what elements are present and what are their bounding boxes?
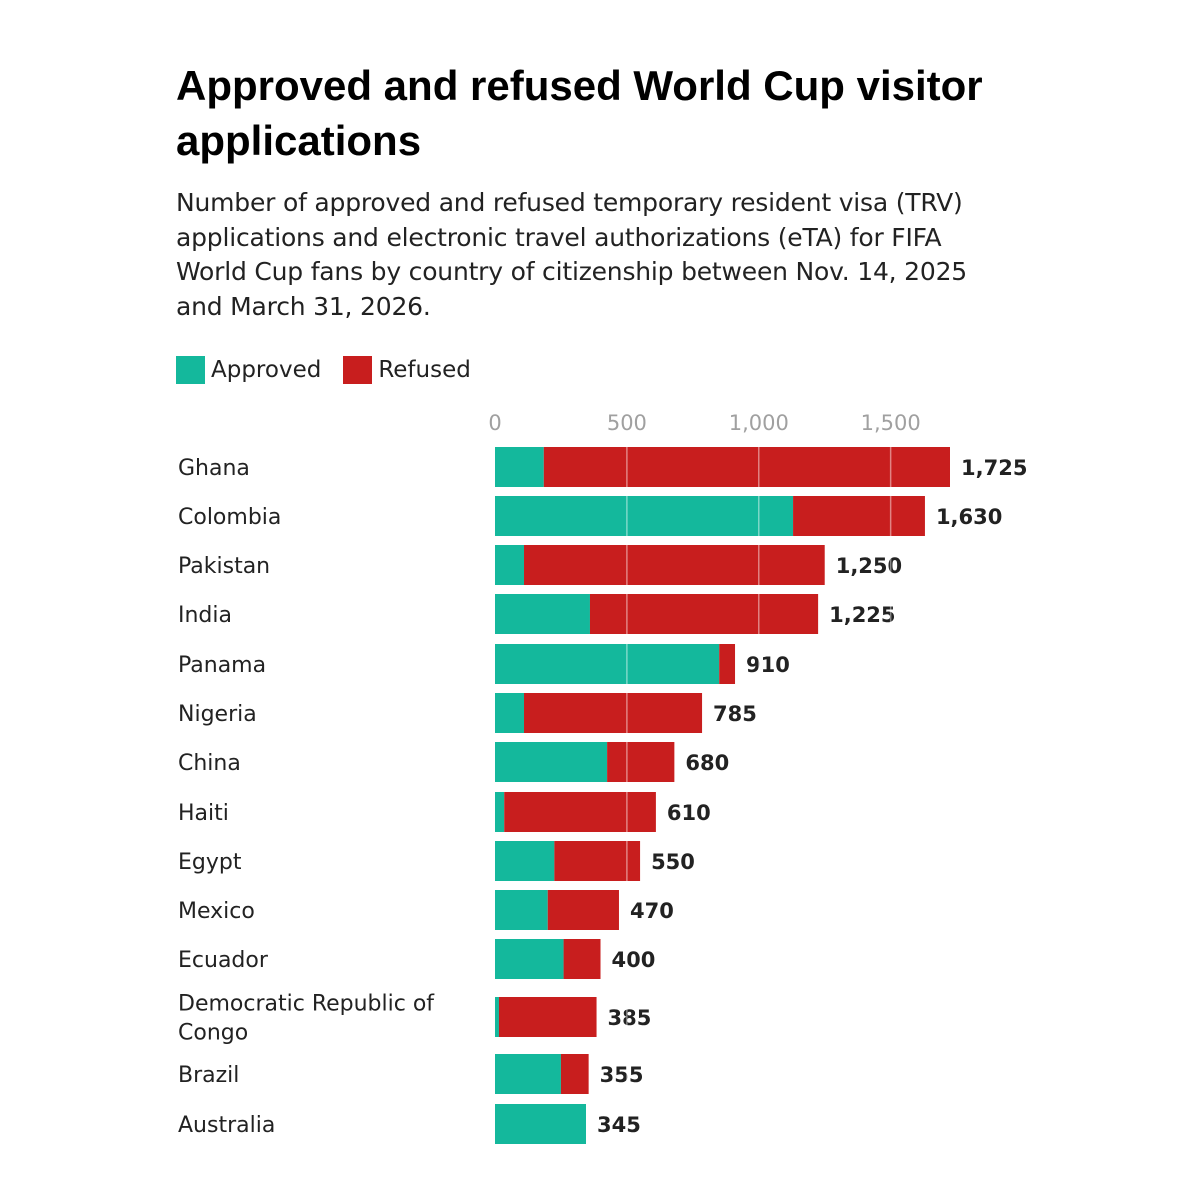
bar-approved xyxy=(495,594,590,634)
bar-refused xyxy=(498,997,597,1037)
category-label-line: Panama xyxy=(178,653,266,678)
category-label: Pakistan xyxy=(178,554,270,579)
chart-subtitle: Number of approved and refused temporary… xyxy=(176,188,967,321)
category-label: Australia xyxy=(178,1113,275,1138)
category-label: Ecuador xyxy=(178,948,269,973)
category-label-line: Congo xyxy=(178,1021,248,1046)
x-tick-label: 1,500 xyxy=(861,411,921,435)
total-value-label: 355 xyxy=(600,1063,644,1087)
total-value-label: 680 xyxy=(685,751,729,775)
x-tick-label: 0 xyxy=(488,411,501,435)
category-label: Brazil xyxy=(178,1063,239,1088)
legend-item-approved: Approved xyxy=(176,356,321,384)
category-label-line: China xyxy=(178,751,241,776)
bar-refused xyxy=(524,545,825,585)
bar-refused xyxy=(524,693,703,733)
bar-refused xyxy=(719,644,736,684)
category-label-line: Nigeria xyxy=(178,702,257,727)
bar-refused xyxy=(607,742,675,782)
category-label: Ghana xyxy=(178,456,250,481)
legend-swatch-refused xyxy=(343,356,373,384)
total-value-label: 345 xyxy=(597,1113,641,1137)
category-label: Mexico xyxy=(178,899,255,924)
category-label-line: India xyxy=(178,603,232,628)
category-label-line: Ghana xyxy=(178,456,250,481)
bar-approved xyxy=(495,496,794,536)
bar-approved xyxy=(495,939,564,979)
bar-refused xyxy=(543,447,950,487)
category-label-line: Colombia xyxy=(178,505,281,530)
total-value-label: 1,630 xyxy=(936,505,1002,529)
legend: Approved Refused xyxy=(176,356,493,384)
total-value-label: 785 xyxy=(713,702,757,726)
category-label: Haiti xyxy=(178,801,229,826)
legend-swatch-approved xyxy=(176,356,205,384)
bar-approved xyxy=(495,1104,586,1144)
bar-refused xyxy=(563,939,601,979)
total-value-label: 385 xyxy=(608,1006,652,1030)
total-value-label: 470 xyxy=(630,899,674,923)
x-tick-label: 500 xyxy=(607,411,647,435)
total-value-label: 550 xyxy=(651,850,695,874)
category-label: Colombia xyxy=(178,505,281,530)
bar-approved xyxy=(495,997,499,1037)
total-value-label: 1,725 xyxy=(961,456,1027,480)
legend-label-approved: Approved xyxy=(211,357,322,383)
category-label-line: Australia xyxy=(178,1113,275,1138)
bar-approved xyxy=(495,890,548,930)
category-label: China xyxy=(178,751,241,776)
bar-approved xyxy=(495,644,720,684)
bar-refused xyxy=(589,594,819,634)
total-value-label: 1,225 xyxy=(829,603,895,627)
category-label: Democratic Republic of Congo xyxy=(178,992,435,1046)
legend-label-refused: Refused xyxy=(378,357,471,383)
x-tick-label: 1,000 xyxy=(729,411,789,435)
bar-approved xyxy=(495,1054,561,1094)
category-label: Nigeria xyxy=(178,702,257,727)
bar-approved xyxy=(495,545,525,585)
category-label-line: Democratic Republic of xyxy=(178,992,435,1017)
total-value-label: 610 xyxy=(667,801,711,825)
category-label-line: Mexico xyxy=(178,899,255,924)
category-label-line: Haiti xyxy=(178,801,229,826)
bar-refused xyxy=(554,841,641,881)
bar-refused xyxy=(793,496,925,536)
bar-refused xyxy=(504,792,656,832)
bar-approved xyxy=(495,841,555,881)
category-label: India xyxy=(178,603,232,628)
chart-title: Approved and refused World Cup visitor a… xyxy=(176,62,983,164)
category-label-line: Pakistan xyxy=(178,554,270,579)
category-label-line: Brazil xyxy=(178,1063,239,1088)
category-label: Egypt xyxy=(178,850,242,875)
bar-approved xyxy=(495,447,544,487)
bar-approved xyxy=(495,693,525,733)
bar-refused xyxy=(547,890,619,930)
legend-item-refused: Refused xyxy=(343,356,471,384)
bar-approved xyxy=(495,792,505,832)
total-value-label: 1,250 xyxy=(836,554,902,578)
category-label-line: Ecuador xyxy=(178,948,269,973)
total-value-label: 910 xyxy=(746,653,790,677)
total-value-label: 400 xyxy=(612,948,656,972)
category-label: Panama xyxy=(178,653,266,678)
bar-approved xyxy=(495,742,608,782)
category-label-line: Egypt xyxy=(178,850,242,875)
bar-refused xyxy=(560,1054,589,1094)
